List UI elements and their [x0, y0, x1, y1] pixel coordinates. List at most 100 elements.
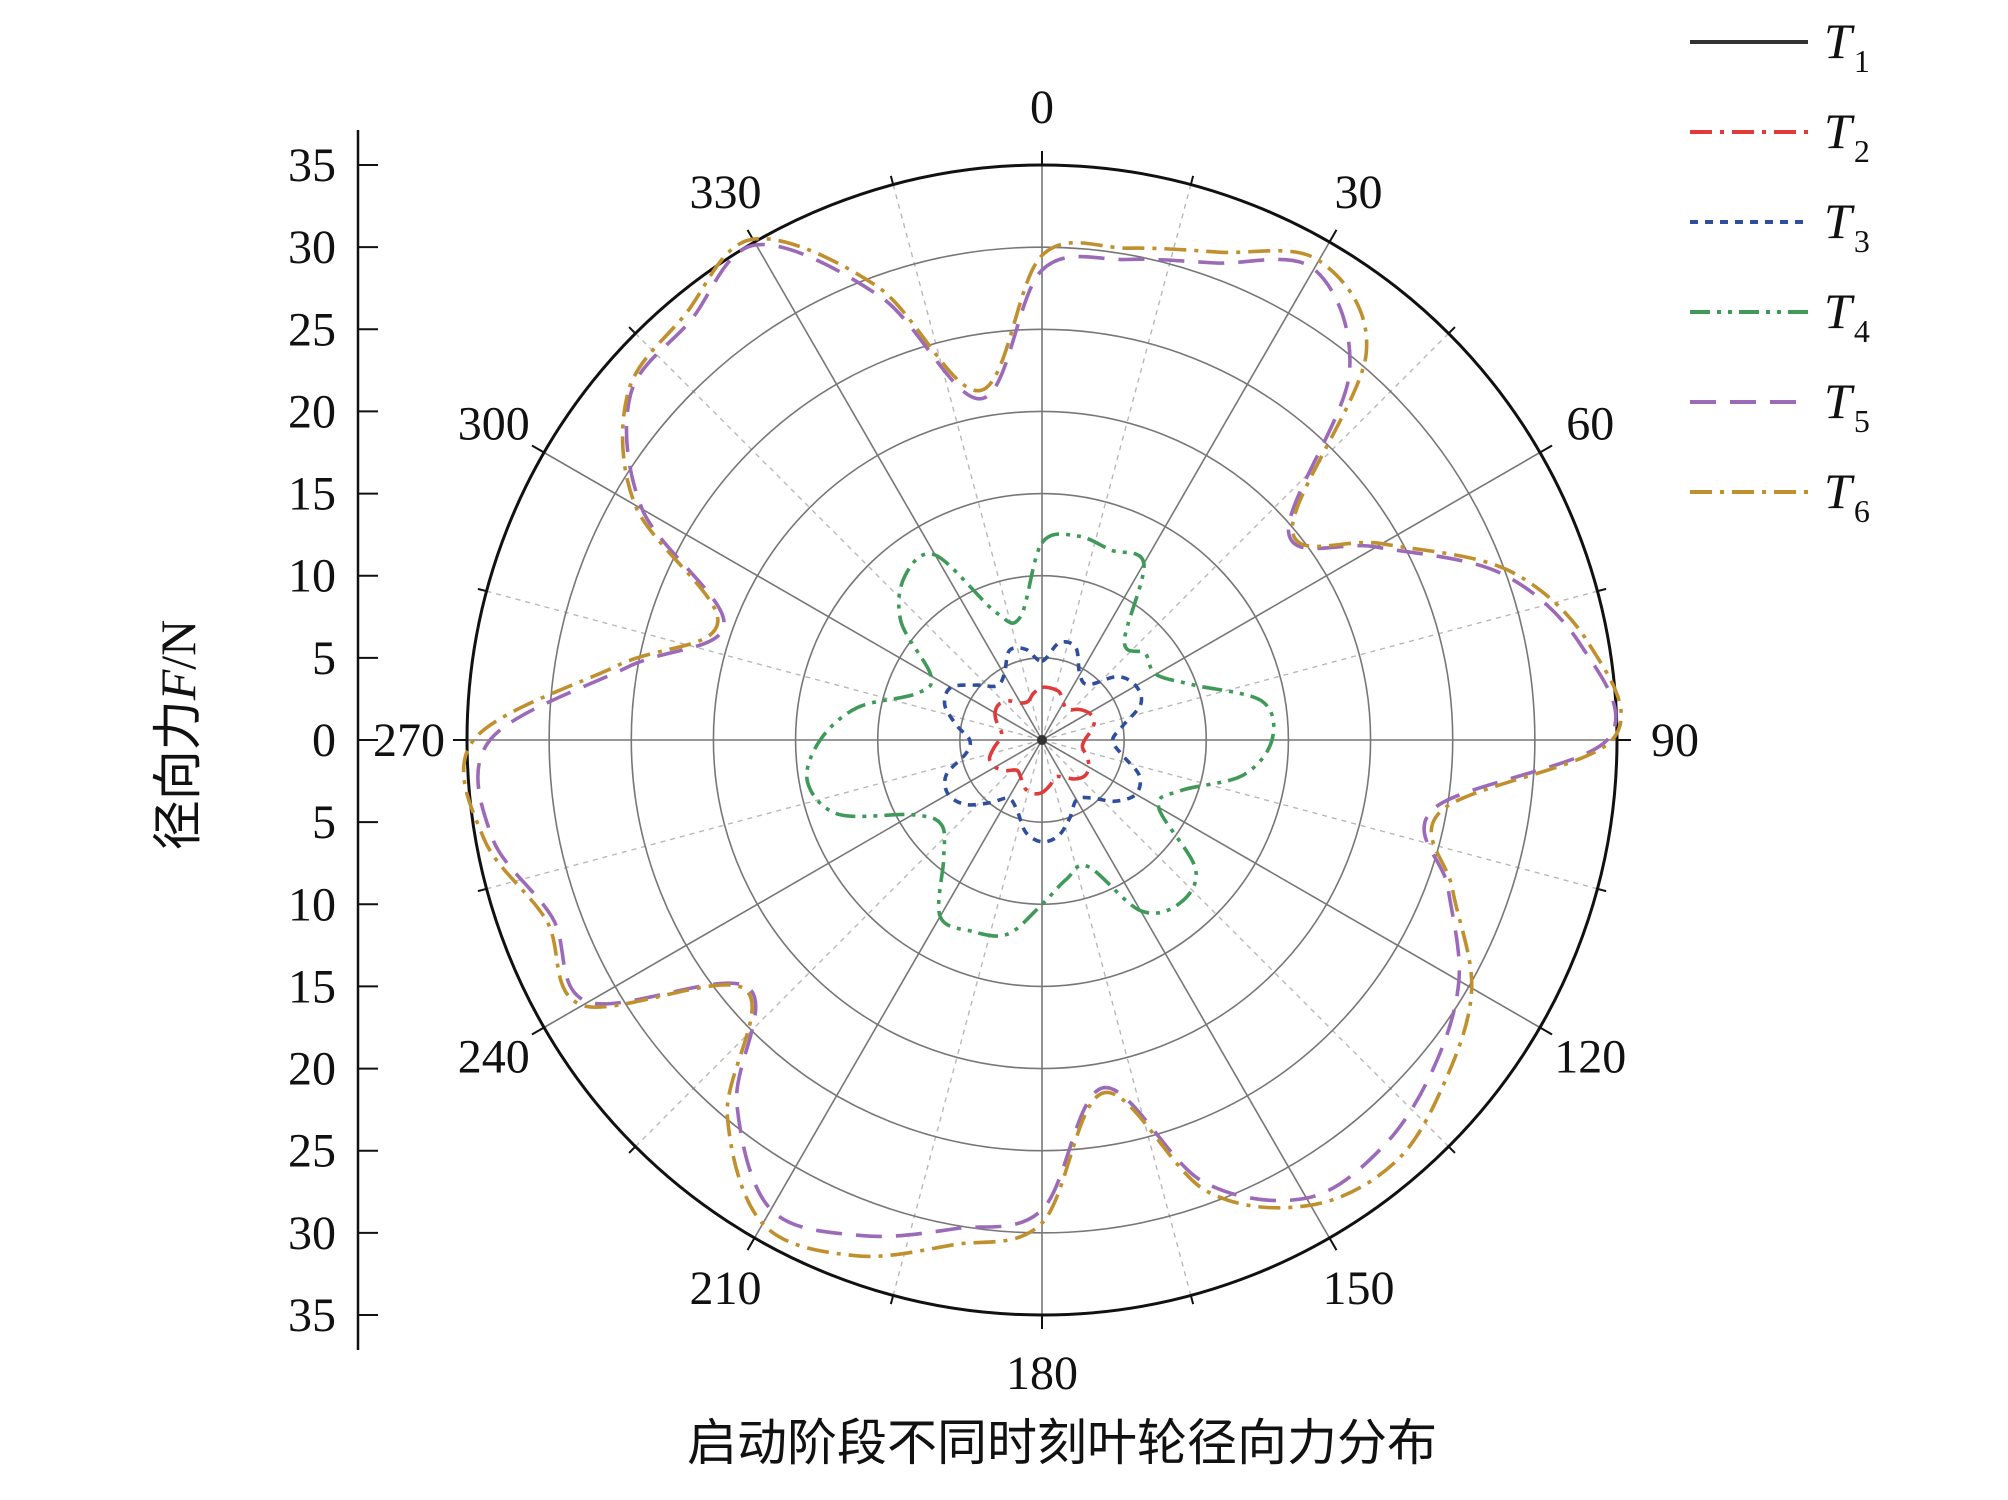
legend-label: T6	[1824, 463, 1870, 529]
series-T5	[476, 242, 1618, 1239]
angle-label: 210	[690, 1262, 762, 1315]
grid-spoke-major	[1041, 739, 1541, 1029]
legend-item: T4	[1690, 283, 1870, 349]
y-axis-label-symbol: F	[150, 669, 206, 701]
radial-tick-label: 10	[288, 878, 336, 931]
series-T3	[942, 640, 1144, 844]
series-line	[461, 236, 1624, 1259]
angle-label: 180	[1006, 1347, 1078, 1400]
series-line	[476, 242, 1618, 1239]
grid-spoke-minor	[486, 739, 1043, 890]
radial-tick-label: 35	[288, 139, 336, 192]
angle-tick	[1328, 1237, 1338, 1251]
legend-label: T1	[1824, 13, 1870, 79]
legend-label: T5	[1824, 373, 1870, 439]
grid-ring	[630, 328, 1454, 1152]
angle-label: 90	[1651, 714, 1699, 767]
grid-spoke-major	[1041, 451, 1541, 741]
grid-spoke-minor	[1041, 739, 1192, 1296]
angle-tick	[628, 326, 637, 335]
angle-tick	[628, 1145, 637, 1154]
radial-tick-label: 15	[288, 468, 336, 521]
angle-tick	[889, 1295, 895, 1305]
radial-tick-label: 5	[312, 632, 336, 685]
series-T6	[461, 236, 1624, 1259]
y-axis-label-text: 径向力	[149, 700, 207, 850]
angle-tick	[477, 887, 487, 893]
radial-axis: 35 30 25 20 15 10 5 0 5 10 15 20 25 30 35	[288, 130, 378, 1350]
radial-tick-label: 25	[288, 303, 336, 356]
legend-label: T3	[1824, 193, 1870, 259]
radial-tick-label: 5	[312, 796, 336, 849]
grid-spoke-major	[753, 739, 1043, 1239]
grid-ring	[548, 246, 1536, 1234]
radial-tick-label: 30	[288, 1207, 336, 1260]
series-marker	[1037, 735, 1047, 745]
angle-label: 120	[1554, 1031, 1626, 1084]
radial-tick-label: 15	[288, 960, 336, 1013]
grid-ring	[794, 492, 1290, 988]
angle-tick	[1597, 887, 1607, 893]
chart-title: 启动阶段不同时刻叶轮径向力分布	[687, 1414, 1437, 1472]
angle-label: 30	[1335, 166, 1383, 219]
angle-label: 270	[373, 714, 445, 767]
radial-tick-label: 25	[288, 1125, 336, 1178]
angle-tick	[477, 587, 487, 593]
series-T2	[987, 685, 1097, 796]
grid-ring	[712, 410, 1372, 1070]
legend-item: T2	[1690, 103, 1870, 169]
angle-tick	[889, 175, 895, 185]
angle-tick	[1539, 1026, 1553, 1036]
polar-grid	[453, 151, 1631, 1329]
grid-spoke-major	[1041, 739, 1331, 1239]
angle-tick	[531, 444, 545, 454]
angle-labels: 0 30 60 90 120 150 180 210 240 270 300 330	[373, 81, 1699, 1400]
angle-tick	[1539, 444, 1553, 454]
radial-tick-label: 30	[288, 221, 336, 274]
radial-tick-label: 20	[288, 385, 336, 438]
series-line	[942, 640, 1144, 844]
grid-spoke-minor	[634, 739, 1043, 1148]
grid-spoke-minor	[1041, 184, 1192, 741]
radial-tick-label: 20	[288, 1043, 336, 1096]
grid-spoke-minor	[1041, 590, 1598, 741]
angle-tick	[1447, 1145, 1456, 1154]
angle-label: 60	[1566, 398, 1614, 451]
angle-label: 240	[458, 1031, 530, 1084]
grid-spoke-major	[543, 739, 1043, 1029]
y-axis-label: 径向力F/N	[149, 620, 207, 851]
grid-spoke-major	[753, 241, 1043, 741]
legend: T1 T2 T3 T4 T5 T6	[1690, 13, 1870, 529]
legend-item: T1	[1690, 13, 1870, 79]
legend-label: T2	[1824, 103, 1870, 169]
y-axis-label-unit: /N	[150, 620, 206, 670]
angle-label: 300	[458, 398, 530, 451]
series-line	[987, 685, 1097, 796]
series-line	[804, 532, 1276, 938]
legend-label: T4	[1824, 283, 1870, 349]
angle-tick	[746, 1237, 756, 1251]
angle-tick	[1189, 175, 1195, 185]
grid-spoke-major	[543, 451, 1043, 741]
angle-label: 150	[1323, 1262, 1395, 1315]
angle-tick	[531, 1026, 545, 1036]
radial-tick-label: 0	[312, 714, 336, 767]
grid-spoke-minor	[892, 739, 1043, 1296]
angle-label: 330	[690, 166, 762, 219]
grid-spoke-minor	[486, 590, 1043, 741]
radial-tick-label: 35	[288, 1289, 336, 1342]
legend-item: T3	[1690, 193, 1870, 259]
series-T1	[1037, 735, 1047, 745]
grid-spoke-minor	[1041, 739, 1598, 890]
legend-item: T5	[1690, 373, 1870, 439]
series-T4	[804, 532, 1276, 938]
legend-item: T6	[1690, 463, 1870, 529]
series-layer	[461, 236, 1624, 1259]
grid-ring	[959, 657, 1125, 823]
radial-tick-label: 10	[288, 550, 336, 603]
angle-tick	[1328, 229, 1338, 243]
angle-tick	[1597, 587, 1607, 593]
grid-spoke-minor	[1041, 332, 1450, 741]
angle-tick	[1447, 326, 1456, 335]
